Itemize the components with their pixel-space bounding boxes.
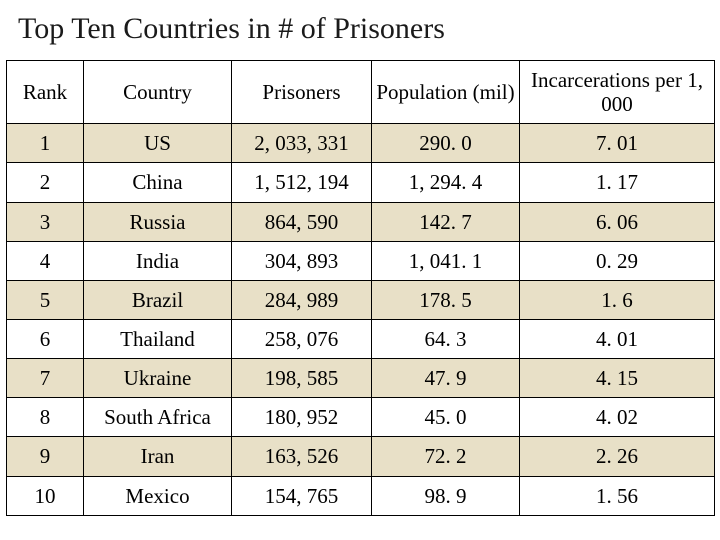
cell-rank: 10: [7, 476, 84, 515]
table-row: 2 China 1, 512, 194 1, 294. 4 1. 17: [7, 163, 715, 202]
cell-country: Brazil: [84, 280, 232, 319]
col-header-rate: Incarcerations per 1, 000: [520, 61, 715, 124]
cell-population: 47. 9: [372, 359, 520, 398]
cell-population: 98. 9: [372, 476, 520, 515]
cell-prisoners: 180, 952: [232, 398, 372, 437]
cell-rate: 4. 01: [520, 319, 715, 358]
cell-rate: 0. 29: [520, 241, 715, 280]
cell-rate: 7. 01: [520, 124, 715, 163]
col-header-prisoners: Prisoners: [232, 61, 372, 124]
prisoners-table: Rank Country Prisoners Population (mil) …: [6, 60, 715, 516]
cell-rate: 6. 06: [520, 202, 715, 241]
table-row: 9 Iran 163, 526 72. 2 2. 26: [7, 437, 715, 476]
cell-rate: 1. 6: [520, 280, 715, 319]
table-row: 1 US 2, 033, 331 290. 0 7. 01: [7, 124, 715, 163]
cell-country: Russia: [84, 202, 232, 241]
cell-rank: 4: [7, 241, 84, 280]
cell-rank: 6: [7, 319, 84, 358]
cell-rank: 5: [7, 280, 84, 319]
cell-population: 45. 0: [372, 398, 520, 437]
cell-country: Mexico: [84, 476, 232, 515]
col-header-country: Country: [84, 61, 232, 124]
cell-prisoners: 2, 033, 331: [232, 124, 372, 163]
cell-country: Iran: [84, 437, 232, 476]
cell-population: 72. 2: [372, 437, 520, 476]
cell-population: 1, 294. 4: [372, 163, 520, 202]
cell-country: Ukraine: [84, 359, 232, 398]
table-row: 10 Mexico 154, 765 98. 9 1. 56: [7, 476, 715, 515]
table-row: 5 Brazil 284, 989 178. 5 1. 6: [7, 280, 715, 319]
table-row: 8 South Africa 180, 952 45. 0 4. 02: [7, 398, 715, 437]
cell-population: 64. 3: [372, 319, 520, 358]
cell-prisoners: 258, 076: [232, 319, 372, 358]
cell-rank: 2: [7, 163, 84, 202]
cell-country: South Africa: [84, 398, 232, 437]
cell-rate: 1. 56: [520, 476, 715, 515]
cell-prisoners: 154, 765: [232, 476, 372, 515]
table-row: 4 India 304, 893 1, 041. 1 0. 29: [7, 241, 715, 280]
cell-country: China: [84, 163, 232, 202]
table-row: 6 Thailand 258, 076 64. 3 4. 01: [7, 319, 715, 358]
cell-prisoners: 864, 590: [232, 202, 372, 241]
col-header-rank: Rank: [7, 61, 84, 124]
cell-rank: 9: [7, 437, 84, 476]
cell-rate: 1. 17: [520, 163, 715, 202]
page-title: Top Ten Countries in # of Prisoners: [0, 0, 720, 60]
table-container: Rank Country Prisoners Population (mil) …: [0, 60, 720, 516]
cell-population: 178. 5: [372, 280, 520, 319]
cell-rank: 1: [7, 124, 84, 163]
table-header-row: Rank Country Prisoners Population (mil) …: [7, 61, 715, 124]
cell-country: Thailand: [84, 319, 232, 358]
cell-country: India: [84, 241, 232, 280]
cell-prisoners: 304, 893: [232, 241, 372, 280]
cell-country: US: [84, 124, 232, 163]
cell-rank: 8: [7, 398, 84, 437]
cell-rate: 4. 02: [520, 398, 715, 437]
cell-prisoners: 163, 526: [232, 437, 372, 476]
cell-rank: 3: [7, 202, 84, 241]
table-row: 7 Ukraine 198, 585 47. 9 4. 15: [7, 359, 715, 398]
col-header-population: Population (mil): [372, 61, 520, 124]
cell-population: 290. 0: [372, 124, 520, 163]
cell-rate: 2. 26: [520, 437, 715, 476]
cell-population: 1, 041. 1: [372, 241, 520, 280]
table-row: 3 Russia 864, 590 142. 7 6. 06: [7, 202, 715, 241]
table-body: 1 US 2, 033, 331 290. 0 7. 01 2 China 1,…: [7, 124, 715, 515]
cell-rate: 4. 15: [520, 359, 715, 398]
cell-prisoners: 284, 989: [232, 280, 372, 319]
cell-prisoners: 1, 512, 194: [232, 163, 372, 202]
cell-rank: 7: [7, 359, 84, 398]
cell-prisoners: 198, 585: [232, 359, 372, 398]
cell-population: 142. 7: [372, 202, 520, 241]
